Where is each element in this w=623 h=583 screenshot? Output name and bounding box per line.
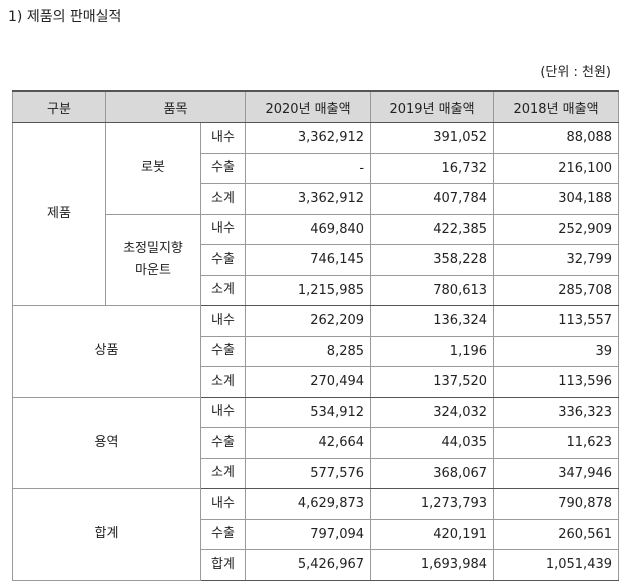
value-cell: 4,629,873	[245, 488, 372, 520]
value-cell: 358,228	[370, 244, 495, 276]
table-row: 합계 5,426,967 1,693,984 1,051,439	[13, 549, 620, 581]
row-type: 수출	[199, 244, 247, 276]
row-type: 소계	[199, 274, 247, 306]
table-row: 용역 내수 534,912 324,032 336,323	[12, 396, 620, 489]
section-label: 합계	[12, 488, 201, 581]
value-cell: 780,613	[370, 274, 495, 306]
value-cell: 216,100	[493, 152, 620, 184]
value-cell: 336,323	[493, 396, 620, 428]
row-type: 수출	[199, 152, 247, 184]
value-cell: 137,520	[370, 366, 495, 398]
value-cell: 5,426,967	[245, 549, 372, 581]
row-type: 내수	[199, 305, 247, 337]
value-cell: 469,840	[245, 213, 372, 245]
column-header: 품목	[104, 90, 247, 123]
row-type: 소계	[199, 457, 247, 489]
value-cell: 577,576	[245, 457, 372, 489]
value-cell: 1,215,985	[245, 274, 372, 306]
value-cell: 44,035	[370, 427, 495, 459]
table-row: 상품 내수 262,209 136,324 113,557	[12, 305, 620, 398]
value-cell: 113,596	[493, 366, 620, 398]
row-type: 소계	[199, 366, 247, 398]
row-type: 수출	[199, 427, 247, 459]
value-cell: 391,052	[370, 122, 495, 154]
value-cell: 790,878	[493, 488, 620, 520]
column-header: 2019년 매출액	[370, 90, 495, 123]
row-type: 내수	[199, 396, 247, 428]
value-cell: 324,032	[370, 396, 495, 428]
row-type: 수출	[199, 335, 247, 367]
value-cell: 39	[493, 335, 620, 367]
value-cell: 1,196	[370, 335, 495, 367]
table-row: 소계 577,576 368,067 347,946	[13, 457, 620, 489]
table-row: 제품 로봇 내수 3,362,912 391,052 88,088	[12, 122, 620, 306]
table-row: 소계 3,362,912 407,784 304,188	[13, 183, 620, 215]
item-label: 초정밀지향 마운트	[105, 213, 201, 306]
unit-note: (단위 : 천원)	[540, 65, 611, 80]
row-type: 내수	[199, 213, 247, 245]
value-cell: 113,557	[493, 305, 620, 337]
value-cell: 368,067	[370, 457, 495, 489]
value-cell: 3,362,912	[245, 122, 372, 154]
header-row: 구분 품목 2020년 매출액 2019년 매출액 2018년 매출액	[12, 90, 620, 123]
table-row: 수출 42,664 44,035 11,623	[13, 427, 620, 459]
row-type: 합계	[199, 549, 247, 581]
value-cell: 32,799	[493, 244, 620, 276]
column-header: 2020년 매출액	[245, 90, 372, 123]
value-cell: 285,708	[493, 274, 620, 306]
value-cell: 11,623	[493, 427, 620, 459]
table-row: 수출 746,145 358,228 32,799	[13, 244, 620, 276]
value-cell: -	[245, 152, 372, 184]
value-cell: 16,732	[370, 152, 495, 184]
sales-table: 구분 품목 2020년 매출액 2019년 매출액 2018년 매출액 제품 로봇 내수 3,…	[12, 90, 620, 581]
item-label: 로봇	[105, 122, 201, 215]
section-label: 제품	[12, 122, 106, 306]
value-cell: 797,094	[245, 518, 372, 550]
value-cell: 8,285	[245, 335, 372, 367]
value-cell: 252,909	[493, 213, 620, 245]
row-type: 수출	[199, 518, 247, 550]
value-cell: 407,784	[370, 183, 495, 215]
table-row: 합계 내수 4,629,873 1,273,793 790,878	[12, 488, 620, 581]
row-type: 내수	[199, 122, 247, 154]
table-body: 제품 로봇 내수 3,362,912 391,052 88,088 수출 -16,732 216…	[12, 122, 620, 581]
table-row: 초정밀지향 마운트 내수 469,840 422,385 252,909	[13, 213, 620, 306]
value-cell: 1,051,439	[493, 549, 620, 581]
table-row: 수출 797,094 420,191 260,561	[13, 518, 620, 550]
column-header: 구분	[12, 90, 106, 123]
value-cell: 88,088	[493, 122, 620, 154]
value-cell: 347,946	[493, 457, 620, 489]
value-cell: 304,188	[493, 183, 620, 215]
value-cell: 260,561	[493, 518, 620, 550]
value-cell: 534,912	[245, 396, 372, 428]
column-header: 2018년 매출액	[493, 90, 620, 123]
title: 1) 제품의 판매실적	[8, 9, 122, 25]
value-cell: 136,324	[370, 305, 495, 337]
value-cell: 42,664	[245, 427, 372, 459]
section-label: 용역	[12, 396, 201, 489]
row-type: 내수	[199, 488, 247, 520]
row-type: 소계	[199, 183, 247, 215]
value-cell: 1,273,793	[370, 488, 495, 520]
table-row: 수출 8,285 1,196 39	[13, 335, 620, 367]
value-cell: 422,385	[370, 213, 495, 245]
value-cell: 746,145	[245, 244, 372, 276]
value-cell: 270,494	[245, 366, 372, 398]
value-cell: 262,209	[245, 305, 372, 337]
section-label: 상품	[12, 305, 201, 398]
value-cell: 420,191	[370, 518, 495, 550]
value-cell: 3,362,912	[245, 183, 372, 215]
value-cell: 1,693,984	[370, 549, 495, 581]
